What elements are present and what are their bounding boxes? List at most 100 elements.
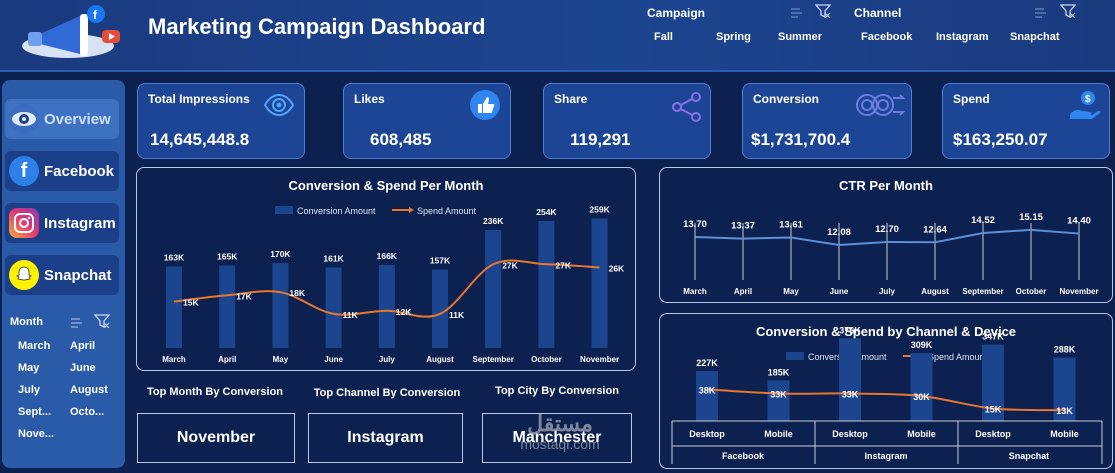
nav-instagram-button[interactable]: Instagram <box>5 203 119 243</box>
x-tick-label: May <box>273 355 289 364</box>
kpi-card-share: Share 119,291 <box>543 83 711 159</box>
clear-filter-icon[interactable] <box>1060 4 1076 18</box>
multi-select-icon[interactable] <box>70 316 86 330</box>
channel-item-instagram[interactable]: Instagram <box>936 31 989 43</box>
month-item-april[interactable]: April <box>70 340 96 352</box>
line-data-label: 17K <box>236 291 252 301</box>
conversion-icon <box>856 94 905 116</box>
line-data-label: 27K <box>502 260 518 270</box>
line-data-label: 38K <box>699 385 716 395</box>
kpi-card-conversion: Conversion $1,731,700.4 <box>742 83 912 159</box>
clear-filter-icon[interactable] <box>94 314 110 328</box>
x-tick-label: April <box>218 355 236 364</box>
bar <box>219 265 236 348</box>
ctr-month-chart: CTR Per Month March April May June July Augus… <box>659 167 1113 303</box>
legend-label: Spend Amount <box>928 352 988 362</box>
chart-1-svg: Conversion Amount Spend Amount 163K March 16… <box>162 205 625 365</box>
instagram-icon <box>9 208 39 238</box>
kpi-value: 119,291 <box>570 130 631 149</box>
month-item-may[interactable]: May <box>18 362 40 374</box>
bar <box>432 269 448 348</box>
bar <box>1053 357 1076 421</box>
x-tick-label: October <box>531 355 562 364</box>
facebook-icon: f <box>9 156 39 186</box>
month-item-march[interactable]: March <box>18 340 51 352</box>
clear-filter-icon[interactable] <box>815 4 831 18</box>
bar-data-label: 170K <box>270 249 291 259</box>
ctr-data-label: 14.40 <box>1067 216 1091 227</box>
bar <box>767 380 790 421</box>
chart-title: Conversion & Spend Per Month <box>288 178 484 193</box>
month-item-october[interactable]: Octo... <box>70 406 105 418</box>
kpi-value: $163,250.07 <box>953 130 1048 149</box>
channel-item-facebook[interactable]: Facebook <box>861 31 913 43</box>
legend-bar-swatch <box>275 206 293 214</box>
x-tick-label: September <box>473 355 514 364</box>
kpi-card-likes: Likes 608,485 <box>343 83 511 159</box>
svg-text:f: f <box>93 8 98 22</box>
month-item-august[interactable]: August <box>70 384 108 396</box>
multi-select-icon[interactable] <box>1034 6 1050 20</box>
money-hand-icon: $ <box>1070 91 1101 119</box>
bar-data-label: 227K <box>696 358 718 368</box>
bar-data-label: 185K <box>768 367 790 377</box>
top-channel-label: Top Channel By Conversion <box>313 387 461 399</box>
bar <box>538 221 555 348</box>
kpi-card-impressions: Total Impressions 14,645,448.8 <box>137 83 305 159</box>
channel-item-snapchat[interactable]: Snapchat <box>1010 31 1060 43</box>
nav-snapchat-button[interactable]: Snapchat <box>5 255 119 295</box>
line-data-label: 33K <box>842 390 859 400</box>
top-city-card: Manchester <box>482 413 632 463</box>
multi-select-icon[interactable] <box>790 6 806 20</box>
nav-facebook-button[interactable]: f Facebook <box>5 151 119 191</box>
ctr-data-label: 13.61 <box>779 219 803 230</box>
x-tick-label: June <box>324 355 343 364</box>
bar-data-label: 288K <box>1054 345 1076 355</box>
bar <box>982 344 1004 421</box>
line-data-label: 12K <box>396 307 412 317</box>
top-city-label: Top City By Conversion <box>495 385 619 397</box>
campaign-item-spring[interactable]: Spring <box>716 31 751 43</box>
legend-label: Conversion Amount <box>297 206 376 216</box>
legend-arrow <box>409 207 414 213</box>
chart-title: CTR Per Month <box>839 178 933 193</box>
bar <box>696 371 718 421</box>
line-data-label: 33K <box>770 390 787 400</box>
bar-data-label: 309K <box>911 340 933 350</box>
ctr-data-label: 12.08 <box>827 227 851 238</box>
ctr-data-label: 13.37 <box>731 221 755 232</box>
kpi-label: Total Impressions <box>148 92 250 106</box>
ctr-data-label: 13.70 <box>683 219 707 230</box>
campaign-item-summer[interactable]: Summer <box>778 31 823 43</box>
bar <box>591 218 608 348</box>
x-tick-label: July <box>379 355 396 364</box>
x-tick-label: November <box>1059 287 1098 296</box>
x-tick-label: March <box>683 287 707 296</box>
nav-overview-button[interactable]: Overview <box>5 99 119 139</box>
line-data-label: 18K <box>289 288 305 298</box>
top-channel-card: Instagram <box>308 413 463 463</box>
x-tick-label: August <box>921 287 949 296</box>
bar-data-label: 161K <box>323 254 344 264</box>
ctr-data-label: 14.52 <box>971 215 995 226</box>
legend-bar-swatch <box>786 352 804 360</box>
bar <box>839 338 861 421</box>
x-tick-label: July <box>879 287 896 296</box>
bar-data-label: 236K <box>483 216 504 226</box>
bar-data-label: 376K <box>839 325 861 335</box>
page-title: Marketing Campaign Dashboard <box>148 14 486 39</box>
ctr-data-label: 15.15 <box>1019 212 1043 223</box>
x-tick-label: August <box>426 355 454 364</box>
eye-icon <box>9 104 39 134</box>
month-item-july[interactable]: July <box>18 384 41 396</box>
line-data-label: 30K <box>913 392 930 402</box>
month-item-november[interactable]: Nove... <box>18 428 55 440</box>
month-item-september[interactable]: Sept... <box>18 406 52 418</box>
nav-label: Snapchat <box>44 266 112 284</box>
nav-label: Overview <box>44 110 111 128</box>
x-tick-label: March <box>162 355 186 364</box>
campaign-item-fall[interactable]: Fall <box>654 31 673 43</box>
month-item-june[interactable]: June <box>70 362 96 374</box>
line-data-label: 15K <box>183 298 199 308</box>
chart-3-svg: Conversion Amount Spend Amount227KDesktop… <box>671 325 1103 464</box>
